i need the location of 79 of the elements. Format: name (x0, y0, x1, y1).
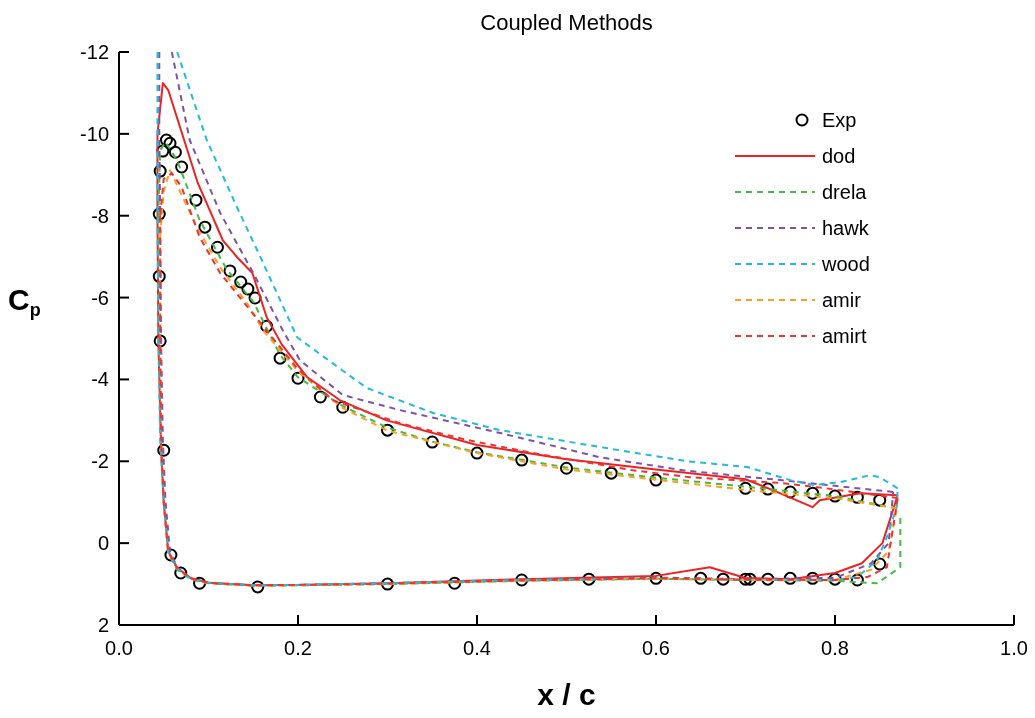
point (515, 573, 529, 587)
point (806, 571, 820, 585)
point (241, 282, 255, 296)
y-tick-label: -8 (91, 204, 109, 227)
point (873, 493, 887, 507)
legend-label: Exp (822, 109, 857, 131)
point (604, 466, 618, 480)
point (582, 572, 596, 586)
point (739, 481, 752, 495)
point (164, 548, 178, 562)
point (168, 145, 182, 159)
point (381, 577, 394, 591)
point (234, 275, 248, 289)
legend-label: dod (822, 145, 856, 167)
point (761, 572, 775, 586)
point (175, 160, 189, 174)
point (649, 571, 663, 585)
point (223, 264, 237, 278)
point (152, 207, 166, 221)
y-tick-label: -12 (80, 41, 109, 63)
point (260, 319, 274, 333)
point (152, 269, 166, 283)
point (873, 557, 887, 571)
point (381, 423, 394, 437)
legend-label: wood (821, 253, 870, 275)
point (163, 136, 177, 150)
y-tick-label: -10 (80, 122, 109, 145)
point (251, 580, 265, 594)
point (783, 571, 797, 585)
y-tick-label: 2 (97, 614, 109, 636)
point (189, 193, 203, 207)
point (806, 486, 820, 500)
point (157, 443, 171, 457)
point (850, 573, 864, 587)
point (828, 489, 842, 503)
point (291, 371, 305, 385)
legend-label: amir (822, 289, 862, 311)
point (716, 572, 730, 586)
x-axis-title: x / c (537, 678, 596, 711)
point (783, 485, 797, 499)
y-axis-title: C$_{p}$ (8, 283, 41, 321)
point (739, 572, 752, 586)
legend-label: amirt (822, 325, 867, 347)
x-tick-label: 0.6 (642, 637, 670, 659)
point (210, 240, 224, 254)
point (425, 435, 439, 449)
point (248, 291, 262, 305)
point (694, 571, 708, 585)
y-tick-label: 0 (97, 532, 109, 555)
point (761, 482, 775, 496)
point (850, 490, 864, 504)
point (153, 164, 167, 178)
x-tick-label: 0.0 (105, 637, 133, 659)
point (448, 576, 462, 590)
point (273, 351, 287, 365)
point (313, 390, 327, 404)
point (153, 334, 167, 348)
point (560, 461, 573, 475)
x-tick-label: 0.2 (284, 637, 312, 659)
point (156, 144, 170, 158)
point (649, 473, 663, 487)
x-tick-label: 1.0 (1000, 637, 1028, 659)
point (470, 446, 484, 460)
point (174, 566, 188, 580)
point (198, 220, 212, 234)
x-tick-label: 0.8 (821, 637, 849, 659)
legend-label: hawk (822, 217, 870, 239)
point (515, 453, 529, 467)
y-tick-label: -4 (91, 368, 109, 391)
y-tick-label: -6 (91, 286, 109, 309)
chart-title: Coupled Methods (480, 10, 653, 35)
legend-label: drela (822, 181, 868, 203)
point (193, 576, 207, 590)
x-tick-label: 0.4 (463, 637, 491, 659)
point (336, 400, 350, 414)
point (743, 572, 757, 586)
point (828, 572, 842, 586)
y-tick-label: -2 (91, 450, 109, 473)
point (159, 133, 173, 147)
